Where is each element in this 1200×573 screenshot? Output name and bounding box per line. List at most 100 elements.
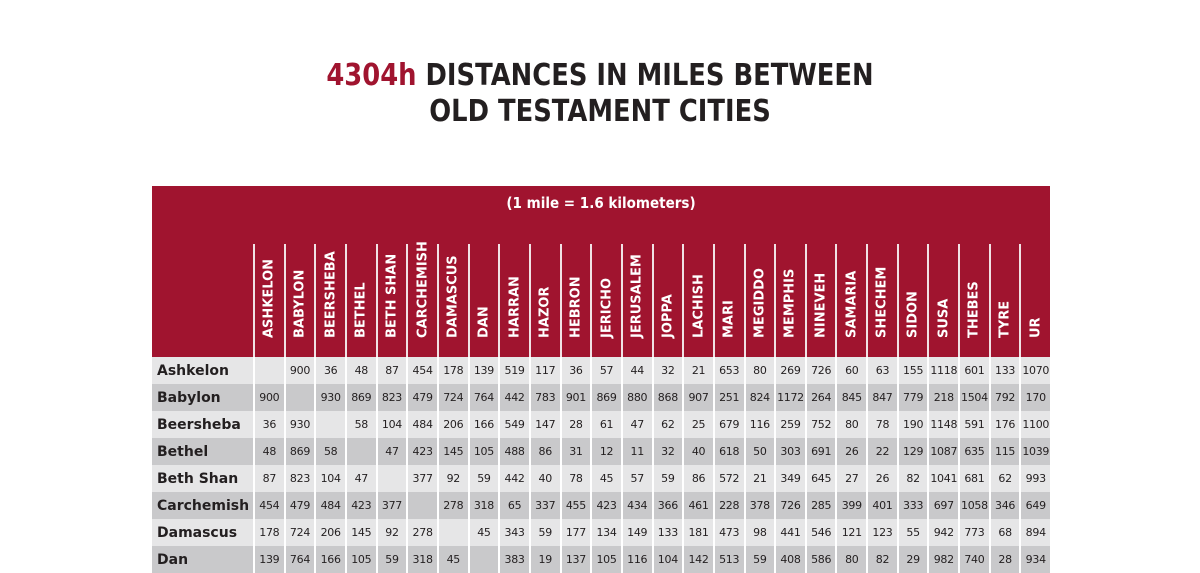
distance-cell: 44 [620, 357, 652, 384]
distance-cell: 145 [344, 519, 376, 546]
distance-cell: 618 [712, 438, 744, 465]
distance-cell: 764 [283, 546, 315, 573]
distance-cell: 170 [1019, 384, 1050, 411]
column-header-label: HEBRON [568, 276, 584, 338]
page-title: 4304h DISTANCES IN MILES BETWEEN OLD TES… [84, 58, 1116, 130]
table-row: Babylon 900 930 869 823 479 724 764 442 783 901 869… [152, 384, 1050, 411]
distance-cell: 178 [436, 357, 468, 384]
distance-cell: 105 [467, 438, 499, 465]
distance-table: (1 mile = 1.6 kilometers) ASHKELON BABYLO… [152, 186, 1050, 573]
column-header: SAMARIA [835, 244, 866, 357]
distance-cell: 22 [866, 438, 897, 465]
distance-cell: 1100 [1019, 411, 1050, 438]
distance-cell: 59 [375, 546, 407, 573]
row-label: Babylon [157, 389, 221, 406]
column-header: JERICHO [590, 244, 621, 357]
distance-cell: 681 [958, 465, 989, 492]
distance-cell: 228 [712, 492, 744, 519]
distance-cell: 993 [1019, 465, 1050, 492]
distance-cell: 259 [774, 411, 805, 438]
distance-cell: 1172 [774, 384, 805, 411]
row-label: Dan [157, 551, 189, 568]
distance-cell: 62 [988, 465, 1020, 492]
distance-cell: 218 [927, 384, 958, 411]
distance-cell: 1041 [927, 465, 958, 492]
distance-cell: 930 [314, 384, 345, 411]
distance-cell: 59 [467, 465, 499, 492]
distance-cell [283, 384, 315, 411]
distance-cell: 377 [375, 492, 407, 519]
column-header: THEBES [958, 244, 989, 357]
distance-cell: 57 [620, 465, 652, 492]
column-header-label: MEMPHIS [782, 268, 798, 338]
distance-cell: 423 [590, 492, 621, 519]
distance-cell: 1058 [958, 492, 989, 519]
distance-cell: 1070 [1019, 357, 1050, 384]
column-header: ASHKELON [253, 244, 284, 357]
column-header: HEBRON [559, 244, 591, 357]
distance-cell: 121 [835, 519, 866, 546]
distance-cell: 190 [896, 411, 928, 438]
distance-cell: 847 [866, 384, 897, 411]
distance-cell: 1118 [927, 357, 958, 384]
column-header-label: DAMASCUS [445, 255, 461, 338]
distance-cell: 900 [253, 384, 284, 411]
distance-cell: 45 [436, 546, 468, 573]
distance-cell: 399 [835, 492, 866, 519]
distance-cell: 792 [988, 384, 1020, 411]
column-header-label: ASHKELON [261, 258, 277, 338]
distance-cell: 479 [406, 384, 437, 411]
distance-cell: 1504 [958, 384, 989, 411]
distance-cell: 92 [436, 465, 468, 492]
distance-cell [314, 411, 345, 438]
distance-cell: 40 [528, 465, 560, 492]
distance-cell: 12 [590, 438, 621, 465]
distance-cell: 691 [804, 438, 836, 465]
distance-cell [253, 357, 284, 384]
distance-cell: 752 [804, 411, 836, 438]
distance-cell: 934 [1019, 546, 1050, 573]
distance-cell: 59 [528, 519, 560, 546]
distance-cell: 86 [682, 465, 713, 492]
distance-cell: 123 [866, 519, 897, 546]
distance-cell: 58 [314, 438, 345, 465]
distance-cell: 343 [498, 519, 529, 546]
distance-cell: 383 [498, 546, 529, 573]
title-line-2: OLD TESTAMENT CITIES [429, 94, 771, 129]
column-header: NINEVEH [804, 244, 836, 357]
distance-cell: 783 [528, 384, 560, 411]
distance-cell: 423 [406, 438, 437, 465]
distance-cell: 206 [436, 411, 468, 438]
distance-cell: 264 [804, 384, 836, 411]
distance-cell: 104 [651, 546, 683, 573]
distance-cell: 29 [896, 546, 928, 573]
column-header: SUSA [927, 244, 958, 357]
distance-cell: 513 [712, 546, 744, 573]
distance-cell: 82 [896, 465, 928, 492]
distance-cell: 166 [314, 546, 345, 573]
distance-cell: 25 [682, 411, 713, 438]
distance-cell: 105 [590, 546, 621, 573]
distance-cell: 845 [835, 384, 866, 411]
table-row: Ashkelon 900 36 48 87 454 178 139 519 117 36 57 44 32… [152, 357, 1050, 384]
distance-cell: 36 [253, 411, 284, 438]
distance-cell: 423 [344, 492, 376, 519]
column-header: DAN [467, 244, 499, 357]
row-label: Damascus [157, 524, 238, 541]
distance-cell: 377 [406, 465, 437, 492]
distance-cell: 58 [344, 411, 376, 438]
distance-cell: 278 [406, 519, 437, 546]
distance-cell: 488 [498, 438, 529, 465]
distance-cell: 133 [651, 519, 683, 546]
distance-cell: 19 [528, 546, 560, 573]
distance-cell: 318 [467, 492, 499, 519]
column-header-label: MARI [721, 300, 737, 338]
distance-cell: 137 [559, 546, 591, 573]
column-header-label: SIDON [905, 291, 921, 338]
distance-cell: 442 [498, 384, 529, 411]
distance-cell: 47 [344, 465, 376, 492]
distance-cell: 726 [774, 492, 805, 519]
distance-cell: 60 [835, 357, 866, 384]
row-label: Beth Shan [157, 470, 239, 487]
column-header-label: UR [1028, 317, 1044, 338]
